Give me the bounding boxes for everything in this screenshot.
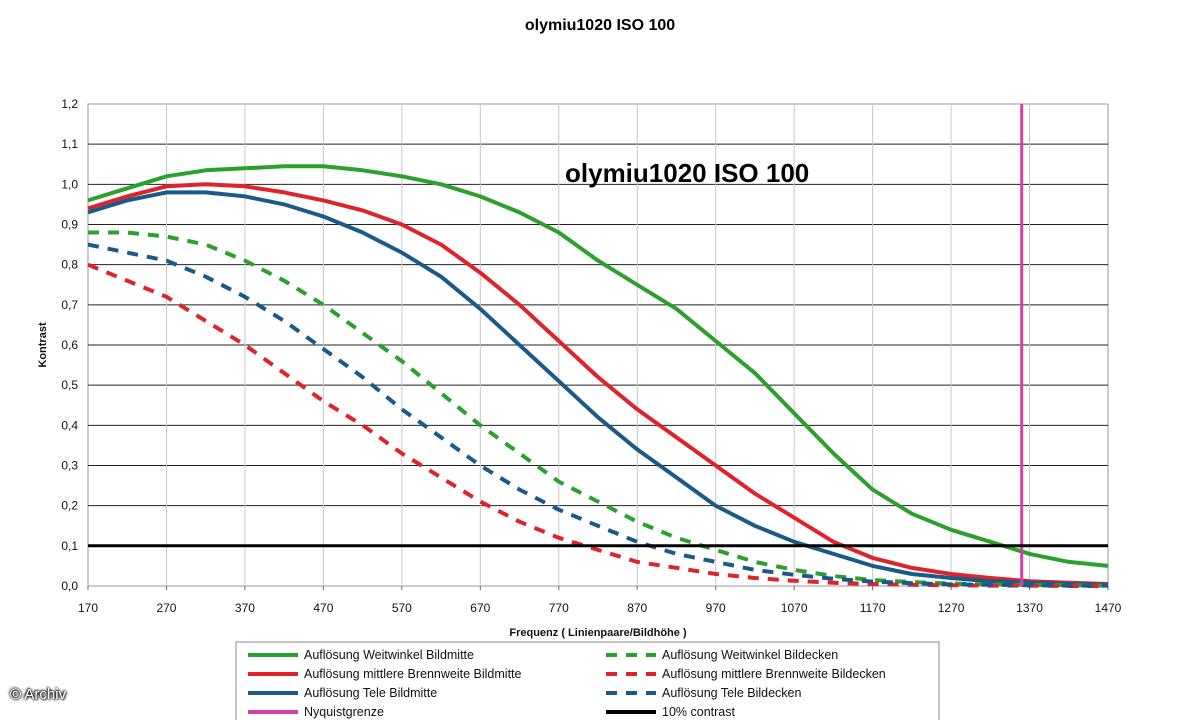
- x-tick-label: 270: [156, 601, 176, 615]
- x-tick-label: 1370: [1016, 601, 1043, 615]
- y-tick-label: 0,5: [61, 378, 78, 392]
- chart-title: olymiu1020 ISO 100: [525, 17, 675, 34]
- x-tick-labels: 170 270 370 470 570 670 770 870 970 1070 1170 1270 1…: [78, 601, 1122, 615]
- series-lines: [87, 104, 1109, 588]
- legend-label-2: Auflösung Tele Bildmitte: [304, 686, 437, 700]
- y-tick-label: 0,2: [61, 499, 78, 513]
- legend-label-0: Auflösung Weitwinkel Bildmitte: [304, 648, 474, 662]
- legend-label-7: 10% contrast: [662, 705, 735, 719]
- x-tick-label: 570: [392, 601, 412, 615]
- x-tick-label: 670: [470, 601, 490, 615]
- y-tick-labels: 0,0 0,1 0,2 0,3 0,4 0,5 0,6 0,7 0,8 0,9 1,0 1,1 1,2: [61, 97, 78, 593]
- y-tick-label: 0,7: [61, 298, 78, 312]
- legend-label-5: Auflösung Tele Bildecken: [662, 686, 801, 700]
- series-line-2: [87, 190, 1109, 587]
- credit-watermark: © Archiv: [10, 686, 67, 703]
- legend-label-3: Auflösung Weitwinkel Bildecken: [662, 648, 838, 662]
- legend-label-4: Auflösung mittlere Brennweite Bildecken: [662, 667, 886, 681]
- legend-label-6: Nyquistgrenze: [304, 705, 384, 719]
- legend: Auflösung Weitwinkel Bildmitte Auflösung …: [248, 648, 886, 719]
- y-tick-label: 0,4: [61, 418, 78, 432]
- y-tick-label: 1,2: [61, 97, 78, 111]
- y-tick-label: 1,0: [61, 177, 78, 191]
- x-tick-label: 1070: [781, 601, 808, 615]
- legend-box: [235, 641, 940, 720]
- x-tick-label: 170: [78, 601, 98, 615]
- x-tick-label: 1270: [938, 601, 965, 615]
- y-tick-label: 0,9: [61, 218, 78, 232]
- series-line-4: [87, 262, 1108, 588]
- y-tick-label: 1,1: [61, 137, 78, 151]
- series-line-5: [87, 242, 1108, 588]
- y-tick-label: 0,3: [61, 459, 78, 473]
- y-tick-label: 0,1: [61, 539, 78, 553]
- x-tick-label: 870: [627, 601, 647, 615]
- y-tick-label: 0,6: [61, 338, 78, 352]
- x-tick-label: 370: [235, 601, 255, 615]
- x-tick-label: 970: [706, 601, 726, 615]
- x-axis-label: Frequenz ( Linienpaare/Bildhöhe ): [509, 627, 687, 639]
- series-line-0: [87, 164, 1109, 568]
- series-line-1: [87, 182, 1109, 586]
- x-tick-label: 1470: [1095, 601, 1122, 615]
- y-tick-label: 0,0: [61, 579, 78, 593]
- x-tick-label: 770: [549, 601, 569, 615]
- inner-chart-title: olymiu1020 ISO 100: [565, 158, 809, 188]
- x-tick-label: 1170: [860, 601, 886, 615]
- y-tick-label: 0,8: [61, 258, 78, 272]
- y-axis-label: Kontrast: [37, 322, 49, 368]
- legend-label-1: Auflösung mittlere Brennweite Bildmitte: [304, 667, 522, 681]
- x-tick-label: 470: [313, 601, 333, 615]
